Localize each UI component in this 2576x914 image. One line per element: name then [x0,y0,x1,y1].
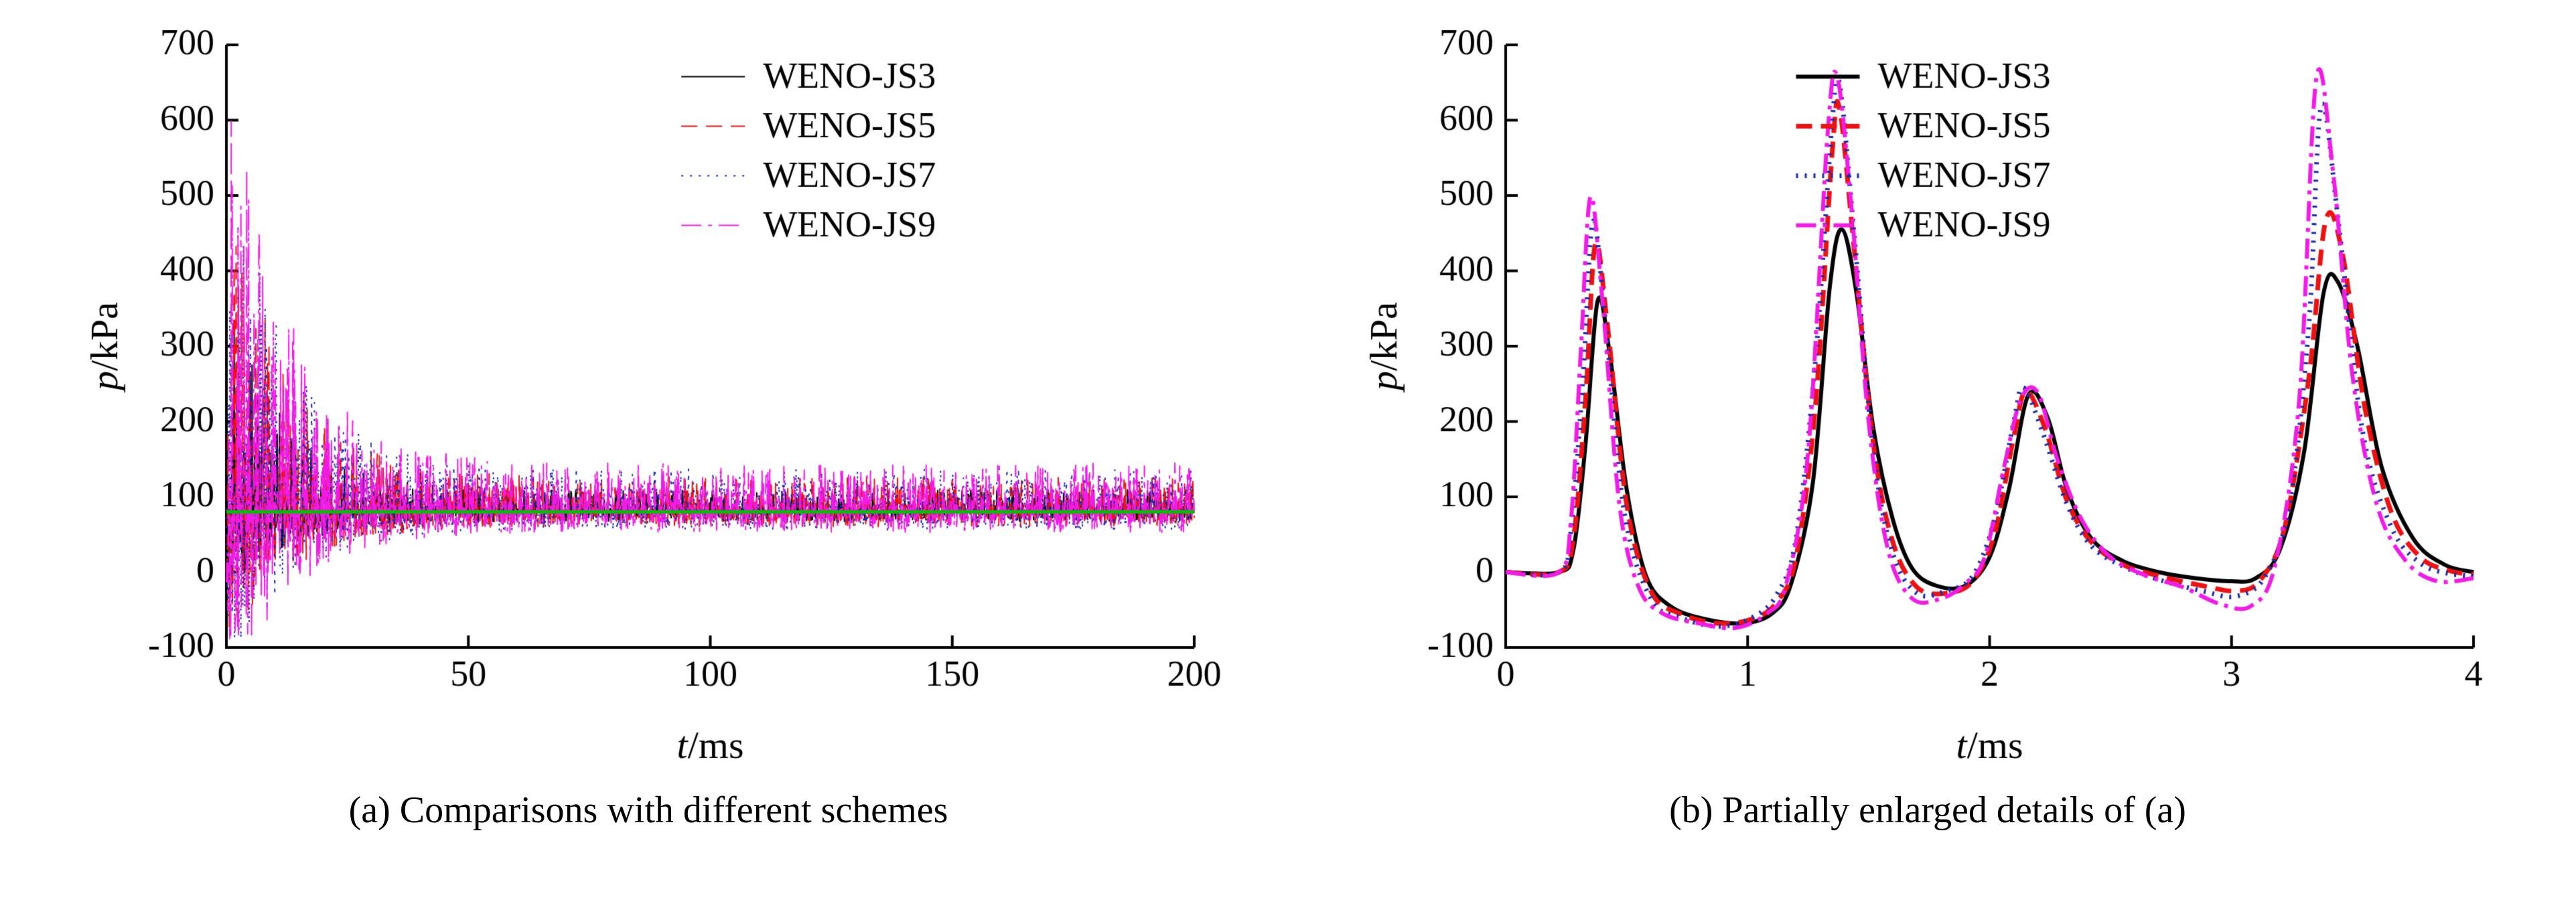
figure-b-caption: (b) Partially enlarged details of (a) [1669,789,2186,831]
figure-a: (a) Comparisons with different schemes [66,15,1231,832]
figure-b: (b) Partially enlarged details of (a) [1345,15,2510,832]
chart-b-canvas [1345,15,2510,785]
chart-a-canvas [66,15,1231,785]
figure-a-caption: (a) Comparisons with different schemes [348,789,948,831]
